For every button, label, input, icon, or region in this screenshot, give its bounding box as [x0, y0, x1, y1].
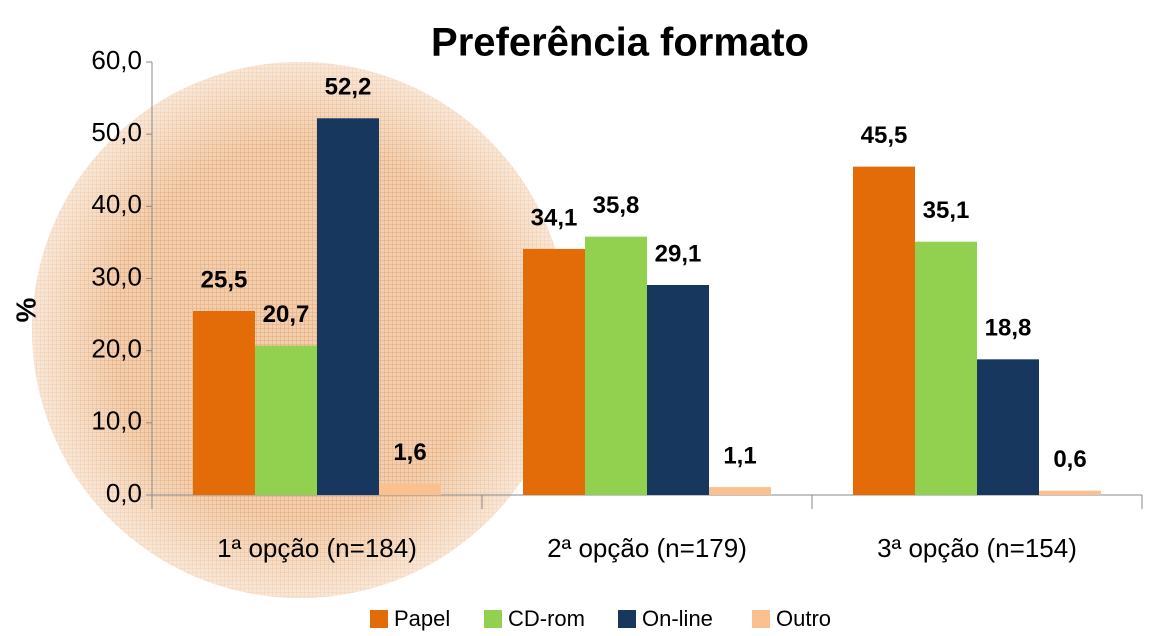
- y-tick-label: 20,0: [91, 334, 142, 364]
- y-tick-label: 40,0: [91, 189, 142, 219]
- data-label: 34,1: [531, 204, 578, 231]
- data-label: 0,6: [1053, 446, 1086, 473]
- y-tick-label: 50,0: [91, 117, 142, 147]
- legend-swatch: [618, 610, 636, 628]
- bar: [585, 236, 647, 496]
- data-label: 18,8: [985, 315, 1032, 342]
- chart-title: Preferência formato: [431, 21, 809, 65]
- legend-label: Outro: [776, 606, 831, 631]
- y-axis-label: %: [10, 297, 41, 322]
- bar: [1039, 490, 1101, 495]
- data-label: 1,1: [723, 442, 756, 469]
- decor-circle-fade: [32, 62, 568, 598]
- data-label: 45,5: [861, 122, 908, 149]
- legend-label: Papel: [394, 606, 450, 631]
- data-label: 1,6: [393, 439, 426, 466]
- bar: [647, 284, 709, 495]
- legend-swatch: [484, 610, 502, 628]
- bar: [853, 166, 915, 495]
- data-label: 20,7: [263, 301, 310, 328]
- bar: [255, 345, 317, 495]
- x-tick-label: 1ª opção (n=184): [217, 533, 417, 563]
- x-tick-label: 2ª opção (n=179): [547, 533, 747, 563]
- bar: [977, 359, 1039, 495]
- bar: [915, 241, 977, 495]
- y-tick-label: 0,0: [106, 478, 142, 508]
- data-label: 25,5: [201, 266, 248, 293]
- bar: [709, 487, 771, 495]
- legend-label: CD-rom: [508, 606, 585, 631]
- legend-swatch: [370, 610, 388, 628]
- x-tick-label: 3ª opção (n=154): [877, 533, 1077, 563]
- legend-swatch: [752, 610, 770, 628]
- data-label: 35,8: [593, 192, 640, 219]
- y-tick-label: 10,0: [91, 406, 142, 436]
- data-label: 35,1: [923, 197, 970, 224]
- y-tick-label: 30,0: [91, 261, 142, 291]
- bar: [379, 483, 441, 495]
- bar: [193, 310, 255, 495]
- bar: [317, 118, 379, 495]
- bar: [523, 248, 585, 495]
- data-label: 29,1: [655, 240, 702, 267]
- y-tick-label: 60,0: [91, 45, 142, 75]
- data-label: 52,2: [325, 74, 372, 101]
- legend-label: On-line: [642, 606, 713, 631]
